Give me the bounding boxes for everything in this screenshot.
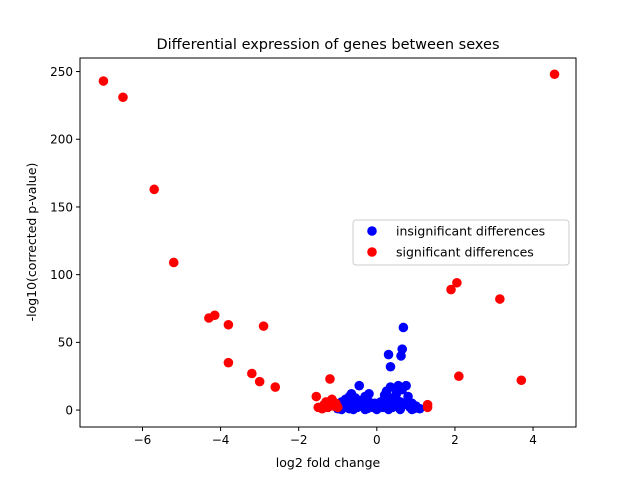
data-point bbox=[354, 380, 365, 391]
x-axis-ticks: −6 −4 −2 0 2 4 bbox=[134, 427, 537, 447]
data-point bbox=[549, 69, 560, 80]
data-point bbox=[397, 344, 408, 354]
data-point bbox=[223, 357, 234, 368]
x-tick-label: −6 bbox=[134, 433, 152, 447]
legend-marker-significant bbox=[367, 247, 377, 257]
data-point bbox=[149, 184, 160, 195]
y-tick-label: 150 bbox=[50, 200, 73, 214]
data-point bbox=[223, 319, 234, 330]
series-insignificant bbox=[332, 322, 425, 415]
data-point bbox=[398, 322, 409, 333]
chart-title: Differential expression of genes between… bbox=[156, 37, 499, 53]
data-point bbox=[422, 399, 433, 410]
data-point bbox=[332, 402, 343, 413]
data-point bbox=[383, 349, 394, 360]
y-tick-label: 200 bbox=[50, 133, 73, 147]
data-point bbox=[452, 277, 462, 288]
data-point bbox=[270, 382, 281, 392]
legend-label-insignificant: insignificant differences bbox=[396, 224, 545, 239]
data-point bbox=[391, 394, 402, 405]
x-tick-label: −2 bbox=[290, 433, 308, 447]
data-point bbox=[387, 402, 398, 413]
x-tick-label: 0 bbox=[373, 433, 381, 447]
legend: insignificant differences significant di… bbox=[352, 219, 570, 266]
data-point bbox=[454, 371, 464, 382]
data-point bbox=[414, 403, 425, 414]
data-point bbox=[344, 391, 355, 402]
y-axis-ticks: 0 50 100 150 200 250 bbox=[50, 65, 80, 417]
series-significant bbox=[98, 69, 560, 414]
data-point bbox=[352, 399, 363, 410]
data-point bbox=[385, 361, 396, 372]
data-point bbox=[372, 404, 382, 415]
data-point bbox=[364, 389, 374, 399]
data-point bbox=[495, 294, 505, 304]
x-axis-label: log2 fold change bbox=[276, 455, 381, 470]
data-point bbox=[258, 321, 269, 331]
y-tick-label: 0 bbox=[65, 403, 73, 417]
data-point bbox=[254, 376, 265, 387]
legend-box bbox=[352, 219, 570, 266]
data-point bbox=[168, 257, 179, 268]
axes-frame bbox=[79, 57, 577, 428]
data-point bbox=[516, 375, 527, 386]
data-point bbox=[325, 374, 335, 384]
x-tick-label: −4 bbox=[212, 433, 230, 447]
data-point bbox=[446, 284, 456, 295]
data-point bbox=[98, 76, 109, 86]
x-tick-label: 4 bbox=[529, 433, 537, 447]
data-point bbox=[118, 92, 128, 103]
data-point bbox=[311, 391, 322, 402]
y-tick-label: 100 bbox=[50, 268, 73, 282]
data-point bbox=[209, 310, 220, 321]
data-point bbox=[379, 390, 390, 400]
y-tick-label: 250 bbox=[50, 65, 73, 79]
legend-label-significant: significant differences bbox=[396, 245, 534, 260]
x-tick-label: 2 bbox=[451, 433, 459, 447]
data-point bbox=[403, 391, 413, 402]
data-point bbox=[247, 368, 257, 379]
data-point bbox=[385, 382, 396, 392]
y-tick-label: 50 bbox=[58, 336, 73, 350]
data-point bbox=[401, 380, 411, 391]
plot-area bbox=[98, 69, 560, 415]
data-point bbox=[407, 404, 417, 415]
legend-marker-insignificant bbox=[367, 226, 377, 236]
data-point bbox=[395, 404, 406, 415]
data-point bbox=[360, 404, 370, 415]
y-axis-label: -log10(corrected p-value) bbox=[24, 163, 39, 322]
